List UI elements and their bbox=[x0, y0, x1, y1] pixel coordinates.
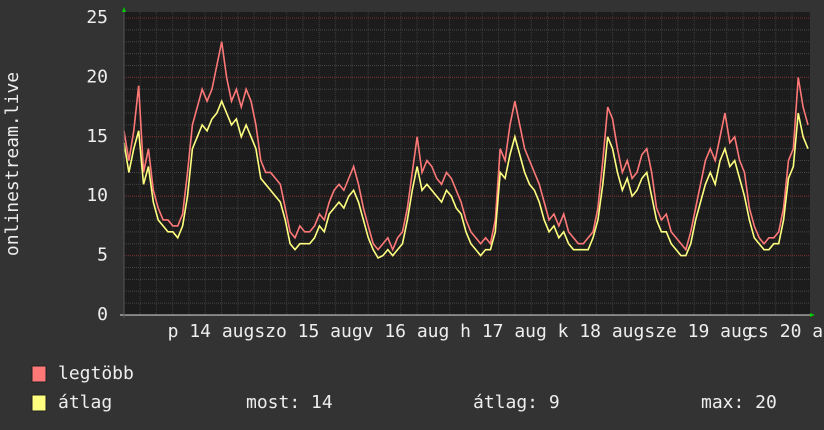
x-tick-label: h 17 aug bbox=[460, 321, 547, 342]
x-tick-label: k 18 aug bbox=[558, 321, 645, 342]
x-tick-label: szo 15 aug bbox=[254, 321, 362, 342]
y-tick-label: 5 bbox=[97, 245, 108, 266]
y-tick-label: 10 bbox=[86, 185, 108, 206]
y-tick-label: 25 bbox=[86, 7, 108, 28]
legend-label: legtöbb bbox=[58, 363, 134, 384]
stat-value: 9 bbox=[549, 392, 560, 413]
y-arrow bbox=[122, 7, 126, 12]
plot-area bbox=[124, 12, 810, 315]
stat-label: most: bbox=[246, 392, 300, 413]
y-axis-label: onlinestream.live bbox=[2, 72, 23, 256]
y-tick-label: 15 bbox=[86, 126, 108, 147]
legend-swatch bbox=[31, 365, 47, 383]
stat-value: 20 bbox=[755, 392, 777, 413]
x-tick-label: cs 20 aug bbox=[747, 321, 824, 342]
stat: most: 14 bbox=[246, 392, 333, 413]
stat: átlag: 9 bbox=[473, 392, 560, 413]
series-line bbox=[123, 41, 809, 252]
x-tick-label: v 16 aug bbox=[363, 321, 450, 342]
marks bbox=[123, 41, 809, 260]
y-tick-label: 20 bbox=[86, 66, 108, 87]
x-tick-label: sze 19 aug bbox=[644, 321, 752, 342]
stat-label: átlag: bbox=[473, 392, 538, 413]
y-tick-label: 0 bbox=[97, 304, 108, 325]
series-line bbox=[123, 99, 809, 260]
x-arrow bbox=[810, 313, 815, 317]
legend-swatch bbox=[31, 394, 47, 412]
stat: max: 20 bbox=[701, 392, 777, 413]
grid bbox=[124, 12, 810, 316]
stat-value: 14 bbox=[311, 392, 333, 413]
legend-label: átlag bbox=[58, 392, 112, 413]
x-tick-label: p 14 aug bbox=[168, 321, 255, 342]
stat-label: max: bbox=[701, 392, 744, 413]
